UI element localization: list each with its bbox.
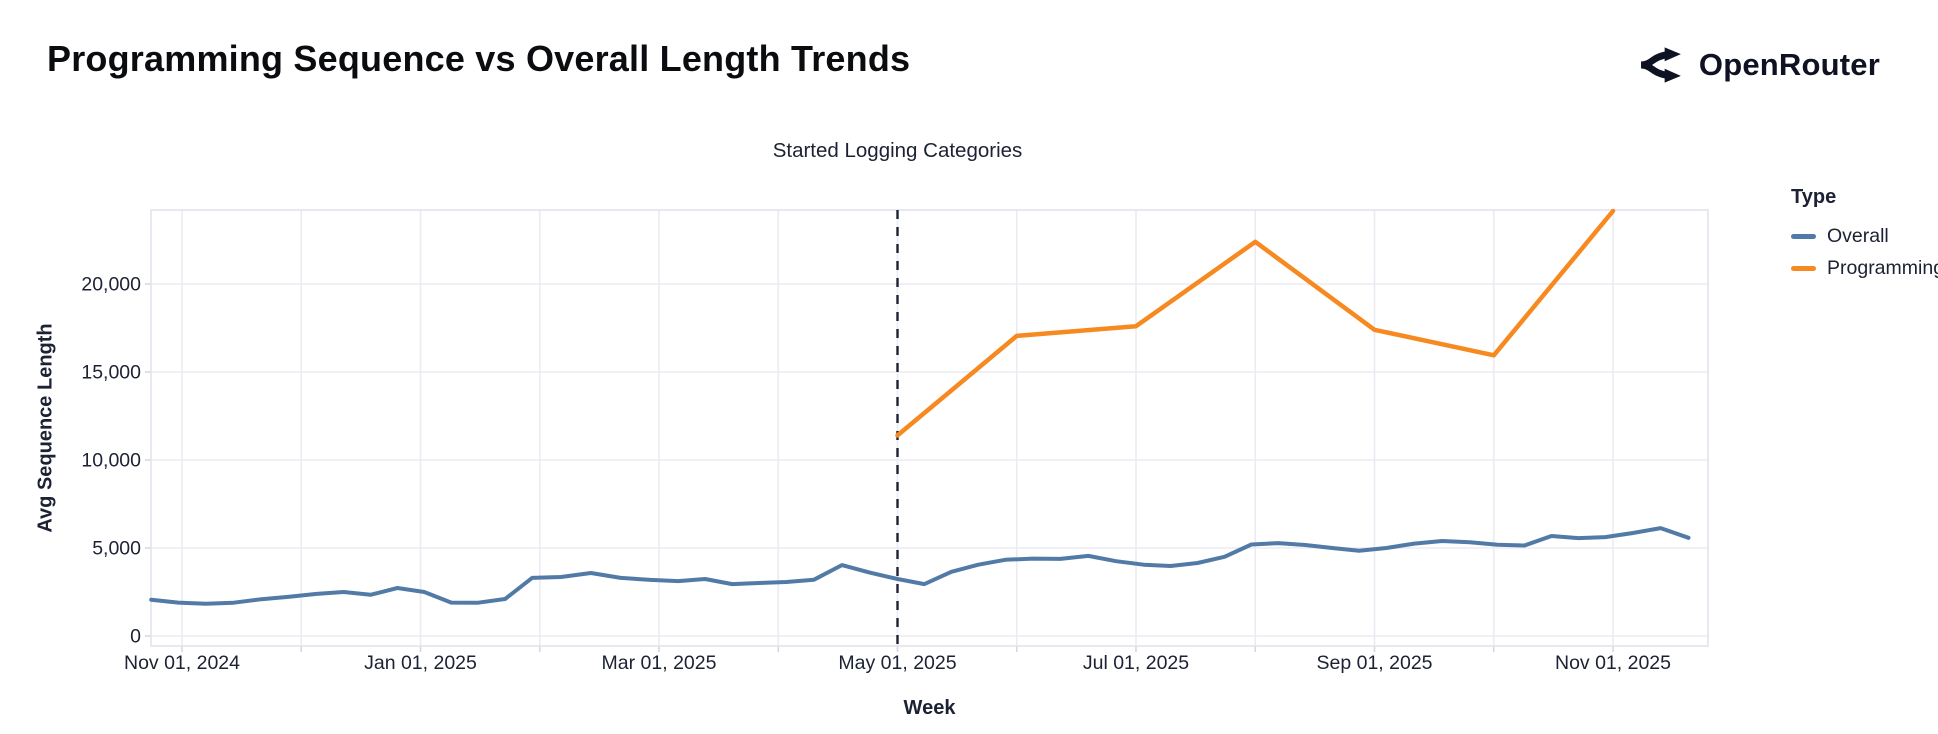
programming-swatch [1791,266,1816,271]
x-axis-title: Week [903,697,956,719]
x-tick-label: Nov 01, 2024 [124,652,240,674]
programming-line [895,208,1616,438]
y-tick-label: 0 [130,626,141,648]
y-tick-label: 5,000 [92,538,141,560]
x-tick-label: Mar 01, 2025 [602,652,717,674]
legend-label: Programming [1827,257,1938,279]
y-axis-title: Avg Sequence Length [34,323,57,533]
legend-title: Type [1791,186,1837,208]
legend-label: Overall [1827,225,1889,247]
x-tick-label: Jan 01, 2025 [364,652,477,674]
x-tick-label: May 01, 2025 [838,652,956,674]
x-tick-label: Nov 01, 2025 [1555,652,1671,674]
legend: Type Overall Programming [1791,186,1938,289]
y-tick-label: 20,000 [81,274,141,296]
overall-swatch [1791,234,1816,239]
x-tick-label: Sep 01, 2025 [1316,652,1432,674]
y-tick-label: 10,000 [81,450,141,472]
overall-line [149,526,1691,606]
x-tick-label: Jul 01, 2025 [1083,652,1189,674]
openrouter-wordmark: OpenRouter [1698,47,1880,82]
legend-item-programming: Programming [1791,257,1938,280]
legend-item-overall: Overall [1791,225,1938,248]
openrouter-logo-icon [1638,44,1684,86]
plot-border [150,209,1709,647]
page-title: Programming Sequence vs Overall Length T… [47,38,911,79]
annotation-label: Started Logging Categories [772,139,1023,162]
y-tick-label: 15,000 [81,362,141,384]
openrouter-brand: OpenRouter [1638,44,1880,86]
